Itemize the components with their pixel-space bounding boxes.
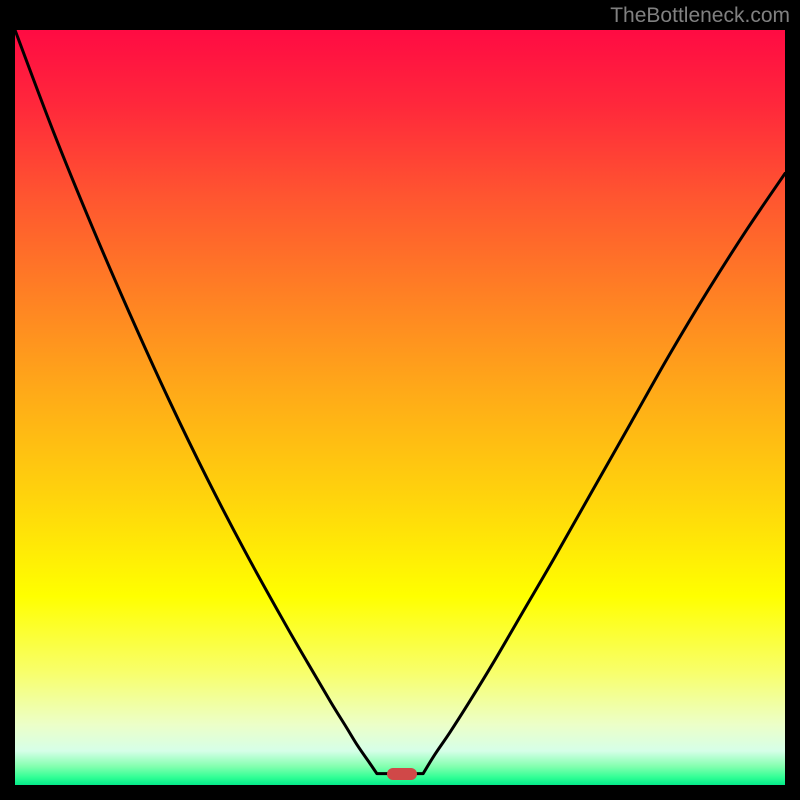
watermark-text: TheBottleneck.com: [610, 4, 790, 28]
optimal-point-marker: [387, 768, 417, 780]
chart-plot-area: [15, 30, 785, 785]
bottleneck-curve: [15, 30, 785, 785]
